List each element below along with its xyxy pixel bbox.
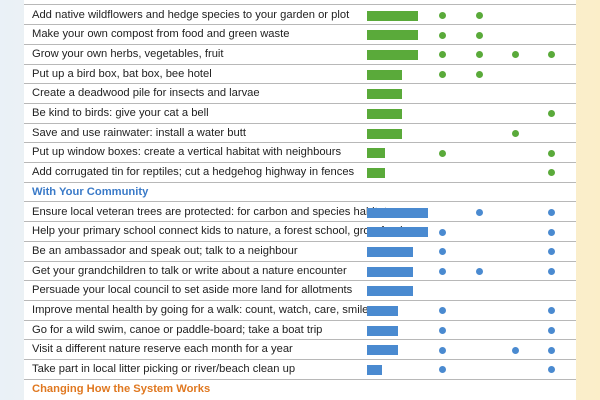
benefit-dot-4 [548, 110, 555, 118]
benefit-dot-4 [548, 208, 555, 216]
table-row: Get your grandchildren to talk or write … [24, 262, 576, 282]
benefit-dot-1 [439, 149, 446, 157]
benefit-dot-3 [512, 51, 519, 59]
impact-bar [367, 168, 386, 179]
impact-bar [367, 69, 403, 80]
impact-bar [367, 89, 403, 100]
benefit-dot-1 [439, 307, 446, 315]
table-row: Grow your own herbs, vegetables, fruit [24, 45, 576, 65]
benefit-dot-4 [548, 346, 555, 354]
action-label: Ensure local veteran trees are protected… [32, 205, 388, 218]
impact-bar [367, 365, 383, 376]
table-row: Create a deadwood pile for insects and l… [24, 84, 576, 104]
action-label: Help your primary school connect kids to… [32, 225, 403, 238]
action-label: Add corrugated tin for reptiles; cut a h… [32, 166, 355, 179]
benefit-dot-4 [548, 51, 555, 59]
impact-bar [367, 286, 414, 297]
table-row: Be an ambassador and speak out; talk to … [24, 242, 576, 262]
benefit-dot-1 [439, 11, 446, 19]
table-row: Visit a different nature reserve each mo… [24, 340, 576, 361]
benefit-dot-3 [512, 346, 519, 354]
benefit-dot-4 [548, 307, 555, 315]
table-row: Add native wildflowers and hedge species… [24, 6, 576, 26]
action-label: Be an ambassador and speak out; talk to … [32, 244, 298, 257]
section-heading-system: Changing How the System Works [24, 380, 576, 400]
action-label: Visit a different nature reserve each mo… [32, 343, 293, 356]
benefit-dot-3 [512, 130, 519, 138]
benefit-dot-4 [548, 149, 555, 157]
impact-bar [367, 49, 419, 60]
table-row: Save and use rainwater: install a water … [24, 124, 576, 144]
impact-bar [367, 246, 414, 257]
benefit-dot-1 [439, 51, 446, 59]
benefit-dot-4 [548, 169, 555, 177]
benefit-dot-1 [439, 366, 446, 374]
table-row: Persuade your local council to set aside… [24, 281, 576, 301]
action-label: Be kind to birds: give your cat a bell [32, 107, 209, 119]
impact-bar [367, 128, 403, 139]
impact-bar [367, 266, 414, 277]
section-heading-community: With Your Community [24, 183, 576, 203]
impact-bar [367, 227, 428, 238]
table-row: Add corrugated tin for reptiles; cut a h… [24, 163, 576, 183]
impact-bar [367, 148, 386, 159]
table-row: Put up a bird box, bat box, bee hotel [24, 65, 576, 85]
action-label: Persuade your local council to set aside… [32, 284, 353, 297]
benefit-dot-1 [439, 31, 446, 39]
impact-bar [367, 30, 419, 41]
benefit-dot-1 [439, 327, 446, 335]
benefit-dot-1 [439, 267, 446, 275]
impact-bar [367, 207, 428, 218]
table-row: Improve mental health by going for a wal… [24, 301, 576, 321]
impact-bar [367, 325, 398, 336]
benefit-dot-4 [548, 327, 555, 335]
action-label: Add native wildflowers and hedge species… [32, 8, 350, 21]
action-label: Go for a wild swim, canoe or paddle-boar… [32, 323, 323, 336]
impact-bar [367, 306, 398, 316]
benefit-dot-2 [476, 267, 483, 275]
action-label: Get your grandchildren to talk or write … [32, 264, 347, 277]
table-row: Help your primary school connect kids to… [24, 222, 576, 242]
benefit-dot-4 [548, 248, 555, 256]
benefit-dot-1 [439, 70, 446, 78]
benefit-dot-2 [476, 208, 483, 216]
action-label: Grow your own herbs, vegetables, fruit [32, 47, 224, 60]
action-label: Improve mental health by going for a wal… [32, 304, 369, 316]
impact-bar [367, 109, 403, 119]
table-row: Take part in local litter picking or riv… [24, 360, 576, 380]
action-label: Save and use rainwater: install a water … [32, 126, 246, 139]
benefit-dot-2 [476, 31, 483, 39]
benefit-dot-4 [548, 267, 555, 275]
cut-off-top-row [24, 0, 576, 5]
benefit-dot-4 [548, 228, 555, 236]
benefit-dot-2 [476, 11, 483, 19]
benefit-dot-2 [476, 70, 483, 78]
action-label: Put up window boxes: create a vertical h… [32, 146, 342, 159]
table-row: Ensure local veteran trees are protected… [24, 203, 576, 223]
action-label: Create a deadwood pile for insects and l… [32, 87, 260, 100]
action-label: Make your own compost from food and gree… [32, 28, 290, 41]
benefit-dot-2 [476, 51, 483, 59]
table-row: Be kind to birds: give your cat a bell [24, 104, 576, 124]
benefit-dot-1 [439, 248, 446, 256]
benefit-dot-4 [548, 366, 555, 374]
system-heading: Changing How the System Works [32, 382, 211, 395]
community-heading: With Your Community [32, 185, 149, 198]
impact-bar [367, 345, 398, 356]
table-row: Put up window boxes: create a vertical h… [24, 143, 576, 164]
actions-table: Add native wildflowers and hedge species… [24, 0, 576, 400]
table-row: Make your own compost from food and gree… [24, 25, 576, 45]
impact-bar [367, 10, 419, 21]
benefit-dot-1 [439, 228, 446, 236]
table-row: Go for a wild swim, canoe or paddle-boar… [24, 321, 576, 341]
action-label: Take part in local litter picking or riv… [32, 363, 296, 376]
benefit-dot-1 [439, 346, 446, 354]
action-label: Put up a bird box, bat box, bee hotel [32, 67, 212, 80]
